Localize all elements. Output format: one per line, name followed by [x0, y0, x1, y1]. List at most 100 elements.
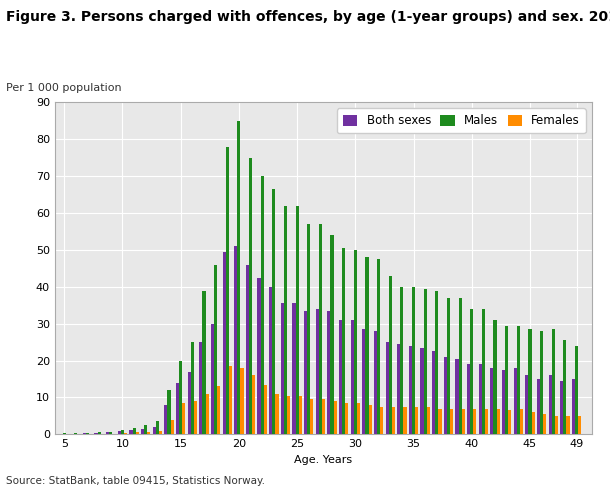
Bar	[144, 425, 147, 434]
Bar	[392, 407, 395, 434]
Bar	[493, 320, 497, 434]
Bar	[482, 309, 485, 434]
Bar	[304, 311, 307, 434]
Bar	[575, 346, 578, 434]
Bar	[362, 329, 365, 434]
Bar	[502, 370, 505, 434]
Bar	[188, 372, 191, 434]
Bar	[191, 342, 194, 434]
Bar	[564, 340, 567, 434]
Bar	[171, 420, 174, 434]
Bar	[432, 351, 436, 434]
Bar	[182, 403, 185, 434]
Bar	[443, 357, 447, 434]
Bar	[135, 432, 139, 434]
Bar	[560, 381, 564, 434]
Bar	[260, 176, 264, 434]
Bar	[281, 304, 284, 434]
Bar	[423, 289, 427, 434]
Text: Per 1 000 population: Per 1 000 population	[6, 83, 122, 93]
Bar	[167, 390, 171, 434]
Bar	[473, 408, 476, 434]
Bar	[459, 298, 462, 434]
Bar	[462, 408, 465, 434]
Bar	[578, 416, 581, 434]
Bar	[319, 224, 322, 434]
Bar	[112, 433, 115, 434]
Bar	[403, 407, 407, 434]
Bar	[368, 405, 371, 434]
Bar	[249, 158, 252, 434]
Bar	[485, 408, 488, 434]
Bar	[331, 235, 334, 434]
Bar	[229, 366, 232, 434]
Legend: Both sexes, Males, Females: Both sexes, Males, Females	[337, 108, 586, 133]
Bar	[226, 147, 229, 434]
Bar	[101, 433, 104, 434]
Bar	[98, 432, 101, 434]
Bar	[540, 331, 543, 434]
Bar	[439, 408, 442, 434]
Bar	[252, 375, 255, 434]
Bar	[400, 287, 403, 434]
Bar	[141, 429, 144, 434]
Bar	[567, 416, 570, 434]
Bar	[264, 385, 267, 434]
Bar	[470, 309, 473, 434]
Bar	[467, 364, 470, 434]
Bar	[237, 121, 240, 434]
Bar	[315, 309, 319, 434]
Bar	[299, 396, 302, 434]
Bar	[194, 401, 197, 434]
Bar	[490, 368, 493, 434]
Bar	[517, 325, 520, 434]
Bar	[275, 394, 279, 434]
Bar	[118, 431, 121, 434]
Bar	[156, 422, 159, 434]
Bar	[525, 375, 528, 434]
Bar	[342, 248, 345, 434]
Bar	[132, 427, 135, 434]
Bar	[164, 405, 167, 434]
Bar	[447, 298, 450, 434]
Bar	[246, 264, 249, 434]
Bar	[328, 311, 331, 434]
Bar	[345, 403, 348, 434]
Bar	[409, 346, 412, 434]
Bar	[531, 412, 535, 434]
Bar	[537, 379, 540, 434]
Bar	[377, 259, 380, 434]
Bar	[295, 206, 299, 434]
Bar	[450, 408, 453, 434]
Bar	[223, 252, 226, 434]
Bar	[152, 427, 156, 434]
Bar	[129, 430, 132, 434]
Bar	[310, 399, 314, 434]
Bar	[397, 344, 400, 434]
Bar	[572, 379, 575, 434]
Bar	[357, 403, 360, 434]
Bar	[179, 361, 182, 434]
Bar	[106, 432, 109, 434]
Bar	[339, 320, 342, 434]
Bar	[436, 290, 439, 434]
Bar	[74, 433, 77, 434]
Bar	[71, 433, 74, 434]
Bar	[257, 278, 260, 434]
Bar	[334, 401, 337, 434]
Bar	[386, 342, 389, 434]
Bar	[548, 375, 551, 434]
Bar	[272, 189, 275, 434]
Bar	[124, 433, 127, 434]
Bar	[420, 347, 423, 434]
Bar	[543, 414, 547, 434]
Bar	[514, 368, 517, 434]
Bar	[121, 430, 124, 434]
Bar	[234, 246, 237, 434]
Bar	[60, 433, 63, 434]
Bar	[211, 324, 214, 434]
Bar	[374, 331, 377, 434]
Bar	[479, 364, 482, 434]
Bar	[217, 386, 220, 434]
Text: Source: StatBank, table 09415, Statistics Norway.: Source: StatBank, table 09415, Statistic…	[6, 476, 265, 486]
